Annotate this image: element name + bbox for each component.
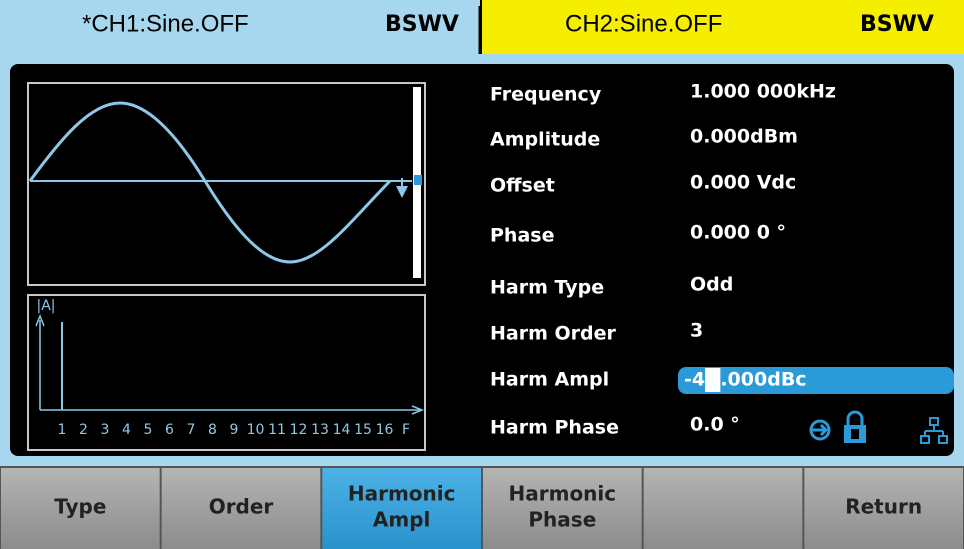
spectrum-x-label: 4 [122, 422, 131, 438]
level-marker [396, 186, 408, 198]
param-label: Harm Order [490, 323, 617, 345]
spectrum-x-label: 5 [144, 422, 153, 438]
sync-icon [809, 419, 831, 441]
network-icon [920, 417, 948, 444]
ch1-title: *CH1:Sine.OFF [82, 10, 249, 37]
spectrum-x-label: 10 [247, 422, 265, 438]
y-arrow [35, 313, 45, 327]
softkey[interactable] [804, 468, 963, 549]
param-label: Frequency [490, 84, 602, 106]
softkey[interactable] [643, 468, 803, 549]
spectrum-x-label: 7 [187, 422, 196, 438]
ch2-mode: BSWV [860, 12, 934, 37]
softkey-label: Harmonic [348, 482, 456, 506]
ch1-tab[interactable] [0, 0, 480, 54]
softkey-label: Harmonic [509, 482, 617, 506]
param-value: 0.000dBm [690, 126, 798, 148]
selected-field[interactable] [678, 367, 954, 394]
scroll-thumb [414, 175, 422, 185]
spectrum-box [27, 294, 426, 451]
param-label: Harm Type [490, 277, 604, 299]
param-label: Offset [490, 175, 555, 197]
spectrum-x-label: 16 [376, 422, 394, 438]
param-value: 0.0 ° [690, 414, 740, 436]
spectrum-x-label: 11 [268, 422, 286, 438]
param-label: Harm Ampl [490, 369, 609, 391]
spectrum-x-label: 13 [311, 422, 329, 438]
softkey-label: Phase [528, 508, 596, 532]
softkey-label: Order [209, 495, 274, 519]
cursor-box [705, 368, 721, 392]
spectrum-x-label: 3 [101, 422, 110, 438]
sine-wave [28, 101, 392, 264]
param-label: Harm Phase [490, 417, 619, 439]
softkey-label: Type [54, 495, 106, 519]
sync-arrow [812, 423, 829, 437]
x-arrow [411, 405, 425, 415]
param-value: 1.000 000kHz [690, 81, 836, 103]
waveform-box [27, 82, 426, 286]
param-value: 0.000 Vdc [690, 172, 796, 194]
param-value: 3 [690, 320, 703, 342]
spectrum-x-label: 14 [333, 422, 351, 438]
spectrum-x-label: 1 [58, 422, 67, 438]
spectrum-x-label: 15 [354, 422, 372, 438]
softkey[interactable] [1, 468, 160, 549]
param-value-cursor: 0 [706, 369, 719, 391]
softkey-label: Return [845, 495, 922, 519]
param-label: Amplitude [490, 129, 600, 151]
spectrum-x-label: 2 [79, 422, 88, 438]
param-value: 0.000 0 ° [690, 222, 786, 244]
param-label: Phase [490, 225, 554, 247]
spectrum-axis-label: |A| [36, 298, 55, 314]
spectrum-x-label: 12 [290, 422, 308, 438]
param-value: Odd [690, 274, 733, 296]
lock-keyhole [851, 429, 859, 439]
spectrum-x-label: F [402, 422, 410, 438]
param-value-before: -4 [684, 369, 705, 391]
ch2-tab[interactable] [482, 0, 964, 54]
softkey[interactable] [161, 468, 321, 549]
spectrum-x-label: 9 [230, 422, 239, 438]
softkey-label: Ampl [373, 508, 431, 532]
ch1-mode: BSWV [385, 12, 459, 37]
softkey-bar [0, 466, 964, 549]
status-icons [809, 410, 948, 444]
spectrum-x-label: 8 [208, 422, 217, 438]
softkey[interactable] [483, 468, 642, 549]
lock-shackle [846, 410, 864, 426]
ch2-title: CH2:Sine.OFF [565, 10, 722, 37]
param-value-after: .000dBc [720, 369, 806, 391]
softkey[interactable] [322, 468, 481, 549]
spectrum-x-label: 6 [165, 422, 174, 438]
